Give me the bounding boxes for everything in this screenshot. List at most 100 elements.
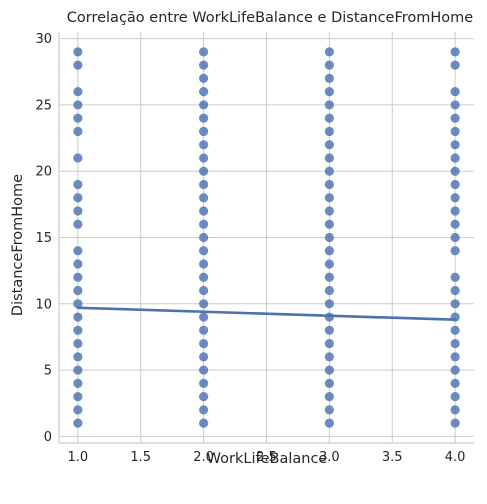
data-point — [73, 391, 83, 402]
data-point — [199, 232, 209, 243]
x-tick-label: 3.0 — [319, 450, 340, 465]
data-point — [199, 140, 209, 150]
data-point — [450, 113, 460, 123]
data-point — [199, 153, 209, 163]
x-tick-label: 1.5 — [130, 450, 151, 465]
data-point — [73, 312, 83, 322]
data-point — [324, 126, 334, 137]
data-point — [324, 140, 334, 150]
data-point — [73, 126, 83, 137]
chart-title: Correlação entre WorkLifeBalance e Dista… — [67, 10, 474, 26]
data-point — [324, 246, 334, 256]
data-point — [324, 60, 334, 70]
data-point — [73, 299, 83, 309]
y-tick-label: 20 — [35, 165, 52, 180]
data-point — [199, 246, 209, 256]
data-point — [199, 338, 209, 349]
data-point — [324, 418, 334, 428]
data-point — [199, 219, 209, 229]
data-point — [450, 60, 460, 70]
data-point — [199, 193, 209, 203]
data-point — [73, 219, 83, 229]
data-point — [450, 179, 460, 190]
data-point — [199, 378, 209, 388]
data-point — [324, 259, 334, 269]
data-point — [199, 126, 209, 137]
data-point — [199, 272, 209, 282]
data-point — [73, 259, 83, 269]
y-tick-label: 30 — [35, 32, 52, 47]
y-tick-labels: 0 5 10 15 20 25 30 — [35, 32, 52, 445]
data-point — [324, 365, 334, 375]
data-point — [324, 166, 334, 176]
data-point — [199, 166, 209, 176]
data-point — [324, 378, 334, 388]
data-point — [199, 365, 209, 375]
data-point — [324, 232, 334, 243]
data-point — [450, 219, 460, 229]
data-point — [73, 206, 83, 216]
data-point — [199, 100, 209, 110]
data-point — [324, 299, 334, 309]
data-point — [324, 206, 334, 216]
x-axis-label: WorkLifeBalance — [207, 451, 328, 467]
data-point — [199, 285, 209, 296]
y-tick-label: 10 — [35, 297, 52, 312]
y-tick-label: 25 — [35, 98, 52, 113]
data-point — [199, 259, 209, 269]
data-point — [450, 299, 460, 309]
data-point — [199, 47, 209, 57]
x-tick-labels: 1.0 1.5 2.0 2.5 3.0 3.5 4.0 — [68, 450, 466, 465]
data-point — [199, 312, 209, 322]
data-point — [450, 153, 460, 163]
data-points — [73, 47, 460, 428]
data-point — [199, 325, 209, 335]
data-point — [450, 126, 460, 137]
data-point — [450, 325, 460, 335]
data-point — [450, 405, 460, 415]
data-point — [450, 338, 460, 349]
data-point — [73, 272, 83, 282]
data-point — [324, 179, 334, 190]
data-point — [450, 246, 460, 256]
data-point — [450, 272, 460, 282]
data-point — [73, 60, 83, 70]
x-tick-label: 2.5 — [256, 450, 277, 465]
y-tick-label: 5 — [44, 364, 52, 379]
regression-line — [76, 306, 457, 322]
data-point — [450, 206, 460, 216]
data-point — [199, 179, 209, 190]
data-point — [324, 87, 334, 97]
data-point — [199, 73, 209, 84]
data-point — [324, 405, 334, 415]
data-point — [73, 325, 83, 335]
data-point — [73, 378, 83, 388]
data-point — [73, 352, 83, 362]
x-tick-label: 1.0 — [68, 450, 89, 465]
data-point — [73, 179, 83, 190]
data-point — [450, 232, 460, 243]
data-point — [324, 153, 334, 163]
data-point — [450, 365, 460, 375]
data-point — [73, 153, 83, 163]
data-point — [73, 338, 83, 349]
data-point — [199, 113, 209, 123]
data-point — [450, 87, 460, 97]
data-point — [73, 246, 83, 256]
data-point — [324, 47, 334, 57]
data-point — [73, 193, 83, 203]
data-point — [324, 325, 334, 335]
data-point — [450, 378, 460, 388]
data-point — [199, 352, 209, 362]
data-point — [450, 391, 460, 402]
data-point — [324, 73, 334, 84]
y-tick-label: 0 — [44, 430, 52, 445]
data-point — [199, 405, 209, 415]
data-point — [450, 166, 460, 176]
data-point — [73, 365, 83, 375]
data-point — [450, 100, 460, 110]
data-point — [199, 206, 209, 216]
data-point — [324, 338, 334, 349]
data-point — [73, 113, 83, 123]
